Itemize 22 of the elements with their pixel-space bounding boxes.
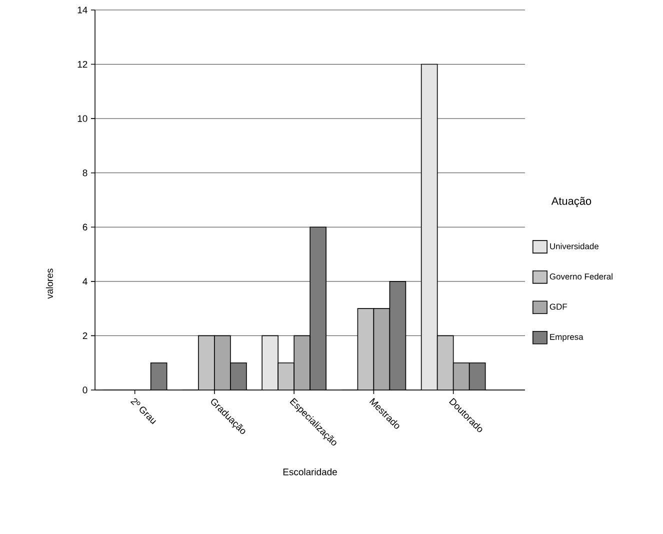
legend-label: Empresa <box>550 334 584 342</box>
y-axis-title: valores <box>46 268 53 299</box>
bar <box>468 362 486 390</box>
legend-label: Universidade <box>550 243 598 250</box>
y-tick-label: 6 <box>82 224 88 230</box>
y-tick-label: 4 <box>82 278 88 285</box>
legend-label: Governo Federal <box>550 273 612 280</box>
bar <box>420 64 438 390</box>
y-tick-label: 8 <box>82 169 88 176</box>
bar <box>310 227 326 390</box>
x-axis-title: Escolaridade <box>283 468 337 476</box>
y-tick-label: 14 <box>78 6 88 14</box>
bar <box>390 281 406 390</box>
bar <box>230 362 246 390</box>
bar <box>150 362 167 390</box>
bar <box>262 336 278 390</box>
legend-label: GDF <box>550 304 567 310</box>
y-tick-label: 10 <box>78 115 88 122</box>
y-tick-label: 2 <box>82 332 88 340</box>
y-tick-label: 12 <box>78 60 88 68</box>
y-tick-label: 0 <box>82 386 88 394</box>
legend-title: Atuação <box>551 196 592 208</box>
